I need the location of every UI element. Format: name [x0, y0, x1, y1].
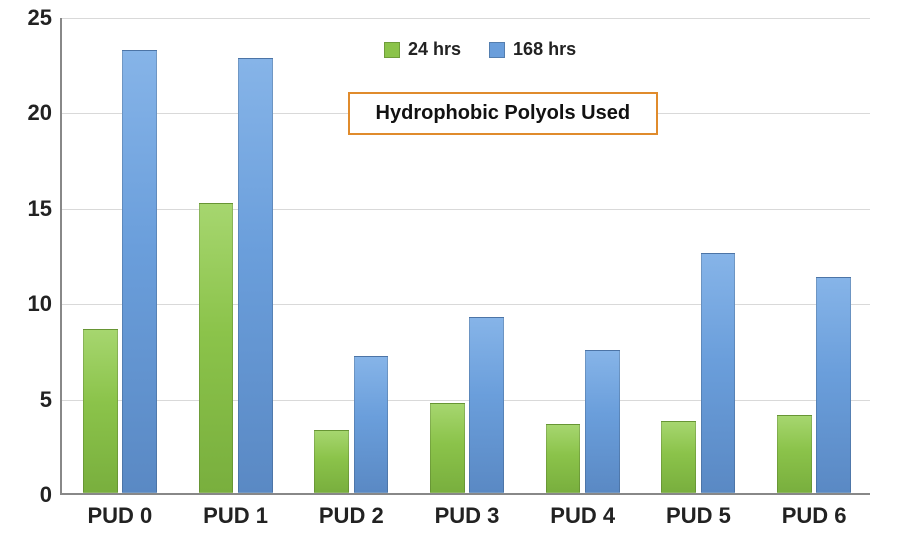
x-tick-label: PUD 5 — [666, 493, 731, 529]
bars-layer — [62, 18, 870, 493]
annotation-box: Hydrophobic Polyols Used — [348, 92, 658, 135]
legend-swatch — [384, 42, 400, 58]
legend-label: 24 hrs — [408, 39, 461, 60]
y-tick-label: 15 — [28, 196, 62, 222]
bar — [354, 356, 389, 493]
bar — [469, 317, 504, 493]
x-tick-label: PUD 2 — [319, 493, 384, 529]
bar — [199, 203, 234, 493]
y-tick-label: 20 — [28, 100, 62, 126]
bar — [777, 415, 812, 493]
bar — [83, 329, 118, 493]
plot-area: 0510152025PUD 0PUD 1PUD 2PUD 3PUD 4PUD 5… — [60, 18, 870, 495]
legend-label: 168 hrs — [513, 39, 576, 60]
bar — [314, 430, 349, 493]
y-tick-label: 10 — [28, 291, 62, 317]
x-tick-label: PUD 3 — [435, 493, 500, 529]
bar — [701, 253, 736, 493]
bar — [546, 424, 581, 493]
x-tick-label: PUD 4 — [550, 493, 615, 529]
y-tick-label: 5 — [40, 387, 62, 413]
bar — [816, 277, 851, 493]
x-tick-label: PUD 6 — [782, 493, 847, 529]
bar — [585, 350, 620, 493]
y-tick-label: 25 — [28, 5, 62, 31]
bar — [238, 58, 273, 493]
x-tick-label: PUD 1 — [203, 493, 268, 529]
x-tick-label: PUD 0 — [87, 493, 152, 529]
bar — [122, 50, 157, 493]
y-tick-label: 0 — [40, 482, 62, 508]
legend-item: 168 hrs — [489, 39, 576, 60]
bar-chart: 0 5 10 15 20 25 PUD 0 PUD 1 PUD 2 PUD 3 PUD 4 PUD 5… — [0, 0, 900, 550]
legend: 24 hrs 168 hrs — [384, 39, 576, 60]
bar — [430, 403, 465, 493]
legend-item: 24 hrs — [384, 39, 461, 60]
bar — [661, 421, 696, 494]
legend-swatch — [489, 42, 505, 58]
